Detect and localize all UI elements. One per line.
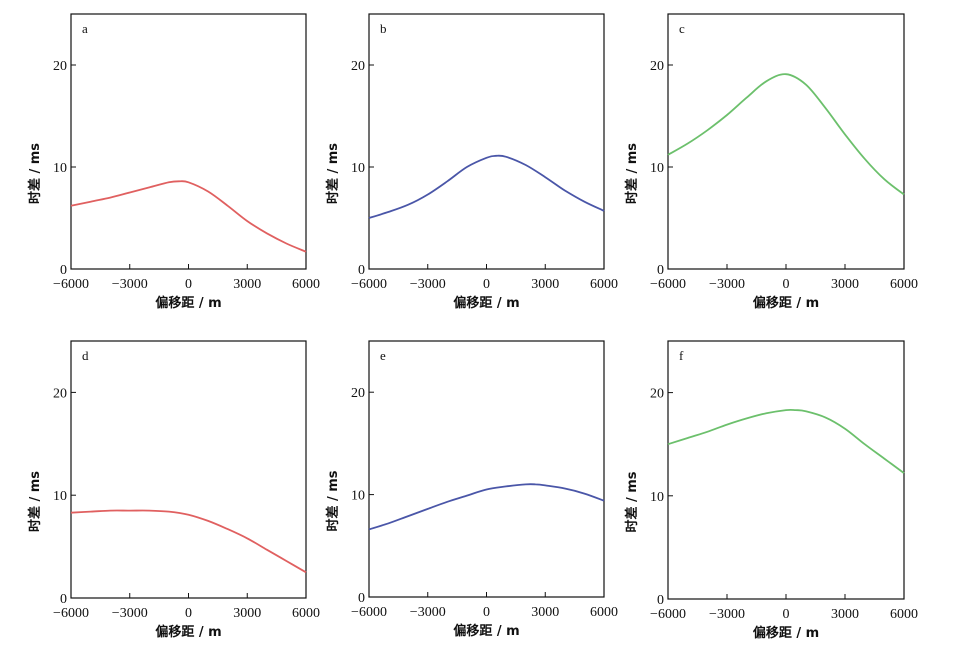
y-axis-label: 时差 / ms: [325, 143, 341, 204]
x-tick-label: −6000: [650, 277, 686, 292]
x-tick-label: 6000: [890, 277, 918, 292]
x-tick-label: 0: [483, 605, 490, 620]
plot-frame: [70, 340, 307, 599]
plot-frame: [368, 13, 605, 270]
x-tick-label: 3000: [531, 277, 559, 292]
x-tick-label: 3000: [233, 606, 261, 621]
plot-frame: [667, 13, 905, 270]
plot-frame: [667, 340, 905, 600]
x-tick-label: 0: [185, 606, 192, 621]
x-tick-label: −3000: [709, 277, 745, 292]
y-axis-label: 时差 / ms: [27, 143, 43, 204]
x-tick-label: −6000: [53, 606, 89, 621]
y-tick-label: 10: [650, 490, 664, 505]
plot-frame: [70, 13, 307, 270]
x-axis-label: 偏移距 / m: [453, 623, 519, 639]
panel-label: b: [380, 21, 387, 36]
x-tick-label: 6000: [292, 277, 320, 292]
plot-frame: [368, 340, 605, 598]
x-tick-label: −6000: [351, 277, 387, 292]
x-tick-label: 3000: [831, 277, 859, 292]
y-tick-label: 10: [650, 161, 664, 176]
y-tick-label: 0: [358, 263, 365, 278]
x-axis-label: 偏移距 / m: [753, 295, 819, 311]
series-line: [368, 154, 605, 219]
y-tick-label: 20: [650, 59, 664, 74]
x-tick-label: 3000: [531, 605, 559, 620]
x-tick-label: −3000: [112, 606, 148, 621]
y-tick-label: 20: [53, 386, 67, 401]
x-tick-label: 0: [783, 607, 790, 622]
x-axis-label: 偏移距 / m: [155, 295, 221, 311]
y-tick-label: 0: [657, 263, 664, 278]
x-axis-label: 偏移距 / m: [453, 295, 519, 311]
y-tick-label: 10: [53, 489, 67, 504]
y-axis-label: 时差 / ms: [27, 471, 43, 532]
y-tick-label: 10: [351, 489, 365, 504]
y-tick-label: 10: [351, 161, 365, 176]
x-tick-label: 6000: [590, 605, 618, 620]
y-tick-label: 20: [351, 386, 365, 401]
x-tick-label: 0: [185, 277, 192, 292]
series-line: [667, 73, 905, 196]
x-tick-label: 3000: [831, 607, 859, 622]
x-tick-label: 3000: [233, 277, 261, 292]
x-tick-label: 6000: [890, 607, 918, 622]
x-axis-label: 偏移距 / m: [753, 625, 819, 641]
y-tick-label: 20: [53, 59, 67, 74]
x-tick-label: −3000: [410, 605, 446, 620]
y-tick-label: 20: [650, 387, 664, 402]
y-tick-label: 0: [60, 592, 67, 607]
panel-label: d: [82, 348, 89, 363]
chart-panel-b: −6000 −3000 0 3000 6000 0 10 20 b 偏移距 / m 时差 / ms: [325, 13, 618, 311]
y-tick-label: 0: [358, 591, 365, 606]
chart-panel-f: −6000 −3000 0 3000 6000 0 10 20 f 偏移距 / m 时差 / ms: [624, 340, 918, 641]
x-tick-label: 6000: [590, 277, 618, 292]
x-axis-label: 偏移距 / m: [155, 624, 221, 640]
x-tick-label: 0: [483, 277, 490, 292]
chart-panel-e: −6000 −3000 0 3000 6000 0 10 20 e 偏移距 / m 时差 / ms: [325, 340, 618, 639]
x-tick-label: −3000: [410, 277, 446, 292]
x-tick-label: −6000: [650, 607, 686, 622]
y-axis-label: 时差 / ms: [325, 470, 341, 531]
panel-label: e: [380, 348, 386, 363]
series-line: [70, 180, 307, 253]
chart-panel-a: −6000 −3000 0 3000 6000 0 10 20 a 偏移距 / m 时差 / ms: [27, 13, 320, 311]
x-tick-label: −6000: [53, 277, 89, 292]
chart-panel-c: −6000 −3000 0 3000 6000 0 10 20 c 偏移距 / m 时差 / ms: [624, 13, 918, 311]
y-tick-label: 0: [60, 263, 67, 278]
series-line: [368, 483, 605, 531]
x-tick-label: −6000: [351, 605, 387, 620]
panel-label: a: [82, 21, 88, 36]
y-tick-label: 10: [53, 161, 67, 176]
y-tick-label: 20: [351, 59, 365, 74]
y-axis-label: 时差 / ms: [624, 143, 640, 204]
x-tick-label: 6000: [292, 606, 320, 621]
x-tick-label: −3000: [112, 277, 148, 292]
x-tick-label: 0: [783, 277, 790, 292]
panel-label: f: [679, 348, 684, 363]
series-line: [667, 408, 905, 474]
series-line: [70, 509, 307, 574]
panel-label: c: [679, 21, 685, 36]
x-tick-label: −3000: [709, 607, 745, 622]
chart-panel-d: −6000 −3000 0 3000 6000 0 10 20 d 偏移距 / m 时差 / ms: [27, 340, 320, 640]
y-tick-label: 0: [657, 593, 664, 608]
y-axis-label: 时差 / ms: [624, 471, 640, 532]
